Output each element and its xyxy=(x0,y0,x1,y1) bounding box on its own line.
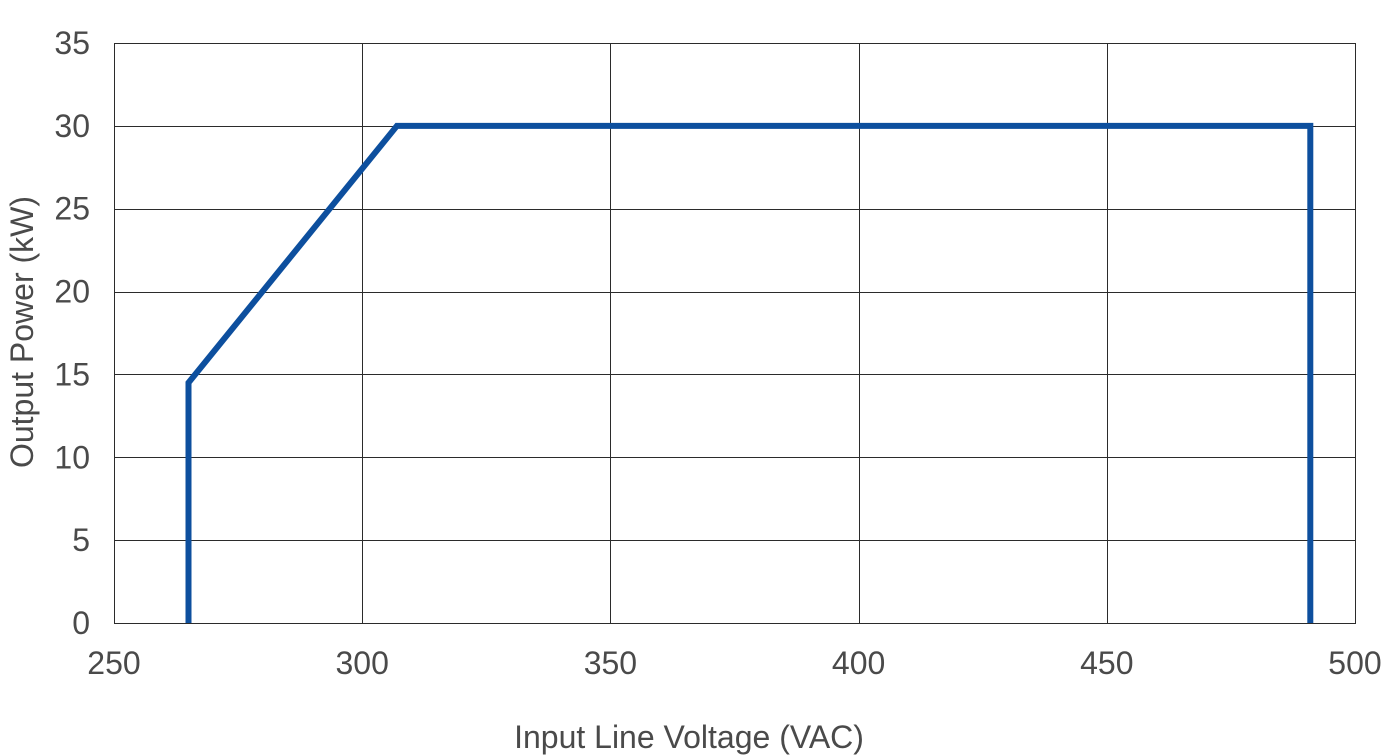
y-tick-label-0: 0 xyxy=(72,605,90,641)
series-layer xyxy=(185,122,1314,623)
y-tick-label-5: 5 xyxy=(72,522,90,558)
grid xyxy=(113,42,1357,625)
x-tick-labels: 250 300 350 400 450 500 xyxy=(87,645,1381,681)
y-tick-label-15: 15 xyxy=(54,356,90,392)
x-axis-title: Input Line Voltage (VAC) xyxy=(514,719,864,755)
x-tick-label-400: 400 xyxy=(832,645,885,681)
x-tick-label-500: 500 xyxy=(1328,645,1381,681)
x-tick-label-250: 250 xyxy=(87,645,140,681)
y-tick-label-10: 10 xyxy=(54,439,90,475)
y-tick-labels: 0 5 10 15 20 25 30 35 xyxy=(54,25,90,641)
x-tick-label-350: 350 xyxy=(584,645,637,681)
plot-frame xyxy=(113,42,1357,625)
y-tick-label-25: 25 xyxy=(54,191,90,227)
x-tick-label-450: 450 xyxy=(1080,645,1133,681)
y-axis-title: Output Power (kW) xyxy=(4,196,40,468)
series-line-1 xyxy=(185,122,1314,623)
y-tick-label-35: 35 xyxy=(54,25,90,61)
y-tick-label-20: 20 xyxy=(54,274,90,310)
y-tick-label-30: 30 xyxy=(54,108,90,144)
x-tick-label-300: 300 xyxy=(336,645,389,681)
